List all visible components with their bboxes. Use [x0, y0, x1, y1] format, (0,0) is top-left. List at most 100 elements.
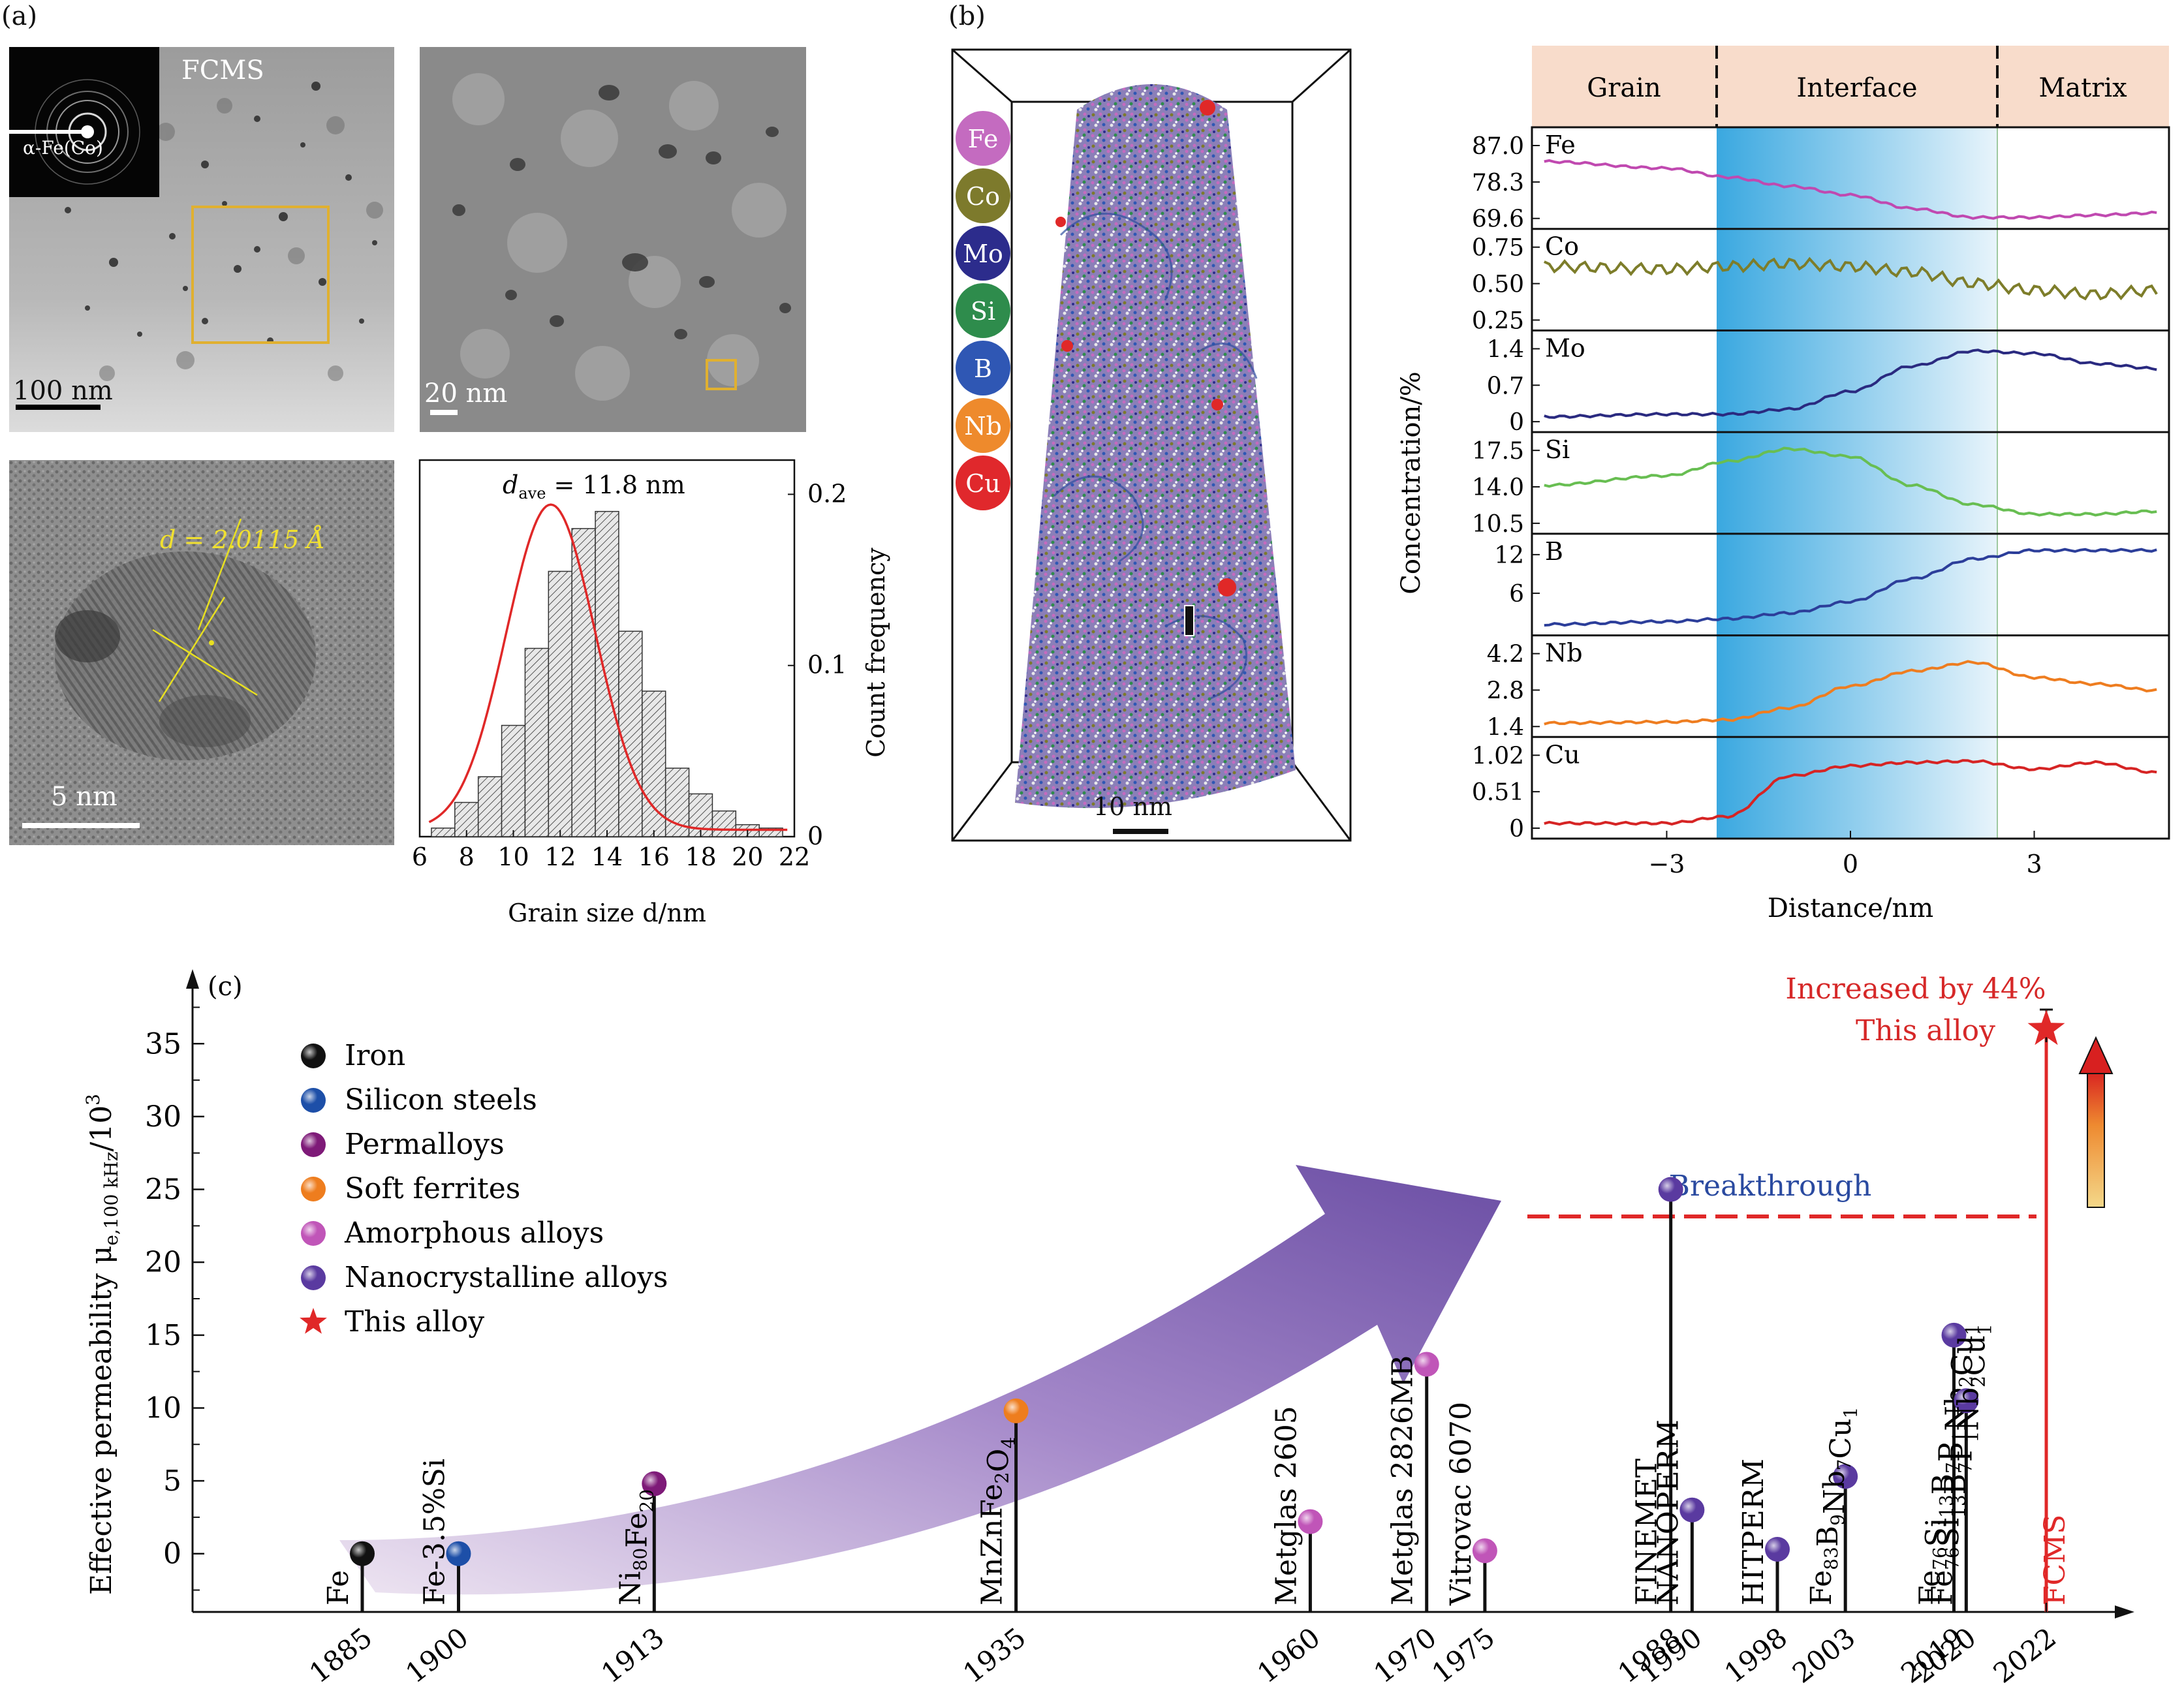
timeline-point-label: MnZnFe2O4 — [976, 1437, 1020, 1605]
profile-line-fe — [1544, 159, 2157, 220]
profile-ytick: 1.02 — [1472, 743, 1524, 769]
scale-10nm-label: 10 nm — [1093, 792, 1172, 821]
timeline-year-label: 1885 — [304, 1621, 378, 1689]
panel-label-a: (a) — [1, 1, 38, 31]
concentration-profiles: Grain Interface Matrix Fe 87.0 78.3 69.6 Co 0… — [1396, 46, 2170, 923]
legend-label: Iron — [345, 1039, 405, 1072]
hist-bar — [477, 776, 503, 837]
region-interface: Interface — [1796, 73, 1917, 103]
timeline-ytick: 35 — [145, 1027, 181, 1060]
legend-label: Soft ferrites — [345, 1172, 520, 1205]
apt-reconstruction — [951, 48, 1352, 842]
element-b-dot — [956, 341, 1010, 395]
profile-label-co: Co — [1545, 232, 1579, 261]
hist-xlabel: Grain size d/nm — [508, 899, 706, 927]
timeline-year-label: 1935 — [957, 1621, 1031, 1689]
hist-ytick: 0 — [807, 822, 823, 850]
timeline-point-label: Fe-3.5%Si — [418, 1459, 451, 1605]
d-spacing-label: d = 2.0115 Å — [160, 525, 325, 554]
hist-bar — [431, 828, 456, 837]
grain-size-histogram: 6 8 10 12 14 16 18 20 22 00.10.2 dave = 11.8 nm … — [412, 459, 890, 927]
timeline-point-label: Vitrovac 6070 — [1444, 1402, 1478, 1606]
profile-ytick: 87.0 — [1472, 133, 1524, 160]
hist-bar — [618, 630, 643, 837]
profile-line-co — [1543, 256, 2158, 301]
profile-ytick: 10.5 — [1472, 511, 1524, 538]
profile-ytick: 0 — [1509, 816, 1524, 843]
element-co-label: Co — [966, 182, 1000, 211]
hist-bar — [571, 528, 596, 837]
hist-xtick: 16 — [638, 843, 670, 871]
profile-xtick: 3 — [2026, 850, 2042, 878]
profile-ytick: 0.25 — [1472, 307, 1524, 334]
timeline-point-label: Fe76Si13B7P1Nb2Cu1 — [1926, 1323, 1995, 1605]
scale-5nm-label: 5 nm — [51, 782, 117, 812]
profile-label-fe: Fe — [1545, 131, 1576, 159]
hist-xtick: 20 — [732, 843, 763, 871]
profile-ytick: 1.4 — [1487, 714, 1524, 741]
gaussian-fit-line — [428, 503, 788, 831]
profile-ytick: 78.3 — [1472, 170, 1524, 196]
timeline-ylabel: Effective permeability μe,100 kHz/103 — [82, 1094, 122, 1595]
profile-line-nb — [1544, 660, 2157, 726]
timeline-year-label: 1913 — [595, 1621, 670, 1689]
profile-xtick: 0 — [1843, 850, 1858, 878]
legend-label: This alloy — [345, 1305, 484, 1338]
hist-xtick: 8 — [459, 843, 475, 871]
profile-ytick: 0.7 — [1487, 373, 1524, 399]
element-cu-dot — [956, 456, 1010, 510]
panel-label-c: (c) — [208, 972, 243, 1002]
profile-line-cu — [1544, 759, 2157, 826]
profile-ytick: 1.4 — [1487, 336, 1524, 363]
tem-highmag-image — [420, 47, 806, 432]
profile-line-mo — [1544, 348, 2157, 419]
element-b-label: B — [974, 354, 992, 383]
element-si-dot — [956, 283, 1010, 338]
hrtem-image — [9, 460, 394, 845]
timeline-ytick: 5 — [163, 1464, 181, 1498]
element-si-label: Si — [971, 297, 995, 326]
breakthrough-label: Breakthrough — [1669, 1169, 1872, 1203]
profile-ytick: 2.8 — [1487, 677, 1524, 704]
timeline-point-label: Fe83B9Nb7Cu1 — [1805, 1407, 1862, 1605]
timeline-ytick: 30 — [145, 1100, 181, 1134]
profile-ytick: 0.51 — [1472, 779, 1524, 806]
hist-bar — [711, 810, 737, 837]
legend-label: Permalloys — [345, 1128, 505, 1161]
profile-label-b: B — [1545, 537, 1563, 566]
hist-xtick: 12 — [544, 843, 576, 871]
timeline-point-label: NANOPERM — [1651, 1419, 1685, 1605]
hist-bar — [501, 724, 526, 837]
element-nb-label: Nb — [964, 412, 1002, 441]
element-fe-label: Fe — [968, 125, 999, 153]
legend-label: Silicon steels — [345, 1083, 537, 1117]
timeline-year-label: 2022 — [1988, 1621, 2062, 1689]
element-legend: Fe Co Mo Si B Nb Cu — [954, 110, 1012, 517]
profile-line-b — [1544, 548, 2157, 627]
hist-xtick: 14 — [591, 843, 623, 871]
timeline-ytick: 25 — [145, 1173, 181, 1207]
legend-label: Nanocrystalline alloys — [345, 1261, 668, 1294]
timeline-point-label: Metglas 2826MB — [1386, 1355, 1420, 1605]
profile-ytick: 17.5 — [1472, 438, 1524, 465]
hist-ytick: 0.2 — [807, 479, 847, 508]
hist-xtick: 10 — [497, 843, 529, 871]
timeline-year-label: 2003 — [1786, 1621, 1861, 1689]
timeline-point-label: HITPERM — [1737, 1459, 1770, 1605]
increased-label: Increased by 44% — [1785, 972, 2046, 1006]
hist-bar — [524, 647, 550, 837]
element-co-dot — [956, 168, 1010, 223]
element-mo-label: Mo — [963, 240, 1003, 268]
fcms-image-label: FCMS — [181, 55, 264, 85]
saed-label: α-Fe(Co) — [23, 137, 103, 159]
timeline-year-label: 1970 — [1367, 1621, 1442, 1689]
profile-label-si: Si — [1545, 435, 1570, 464]
this-alloy-label: This alloy — [1856, 1014, 1995, 1047]
timeline-point-label: Metglas 2605 — [1270, 1406, 1303, 1605]
this-alloy-star-icon — [2027, 1010, 2065, 1045]
timeline-year-label: 1960 — [1251, 1621, 1326, 1689]
timeline-point-label: Ni80Fe20 — [614, 1489, 657, 1605]
hist-bar — [595, 510, 619, 837]
timeline-ytick: 0 — [163, 1538, 181, 1571]
legend-label: Amorphous alloys — [344, 1216, 604, 1250]
